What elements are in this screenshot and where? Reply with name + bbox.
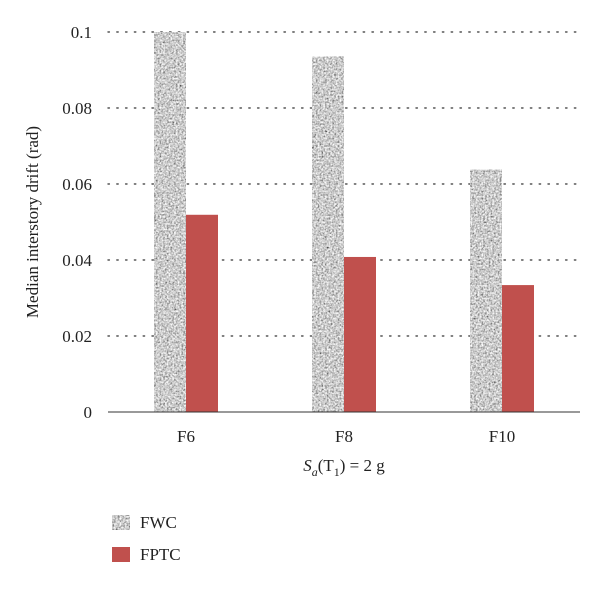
- x-tick-label: F6: [177, 427, 195, 446]
- legend-label-fwc: FWC: [140, 513, 177, 532]
- legend-swatch-fptc: [112, 547, 130, 562]
- x-label-rest: ) = 2 g: [340, 456, 385, 475]
- y-tick-label: 0.08: [62, 99, 92, 118]
- x-axis-label: Sa(T1) = 2 g: [303, 456, 385, 479]
- x-tick-label: F8: [335, 427, 353, 446]
- tick-labels: 0 0.02 0.04 0.06 0.08 0.1 F6 F8 F10: [62, 23, 515, 446]
- bar-fptc-f10: [502, 285, 534, 412]
- bar-fwc-f8: [312, 56, 344, 412]
- y-tick-label: 0.02: [62, 327, 92, 346]
- bar-fwc-f6: [154, 32, 186, 412]
- x-label-var: S: [303, 456, 312, 475]
- x-label-open: (T: [318, 456, 335, 475]
- x-tick-label: F10: [489, 427, 515, 446]
- y-axis-label: Median interstory drift (rad): [23, 126, 42, 318]
- legend: FWC FPTC: [112, 513, 181, 564]
- bar-fptc-f8: [344, 256, 376, 412]
- y-tick-label: 0.06: [62, 175, 92, 194]
- bar-fwc-f10: [470, 169, 502, 412]
- y-tick-label: 0.1: [71, 23, 92, 42]
- y-tick-label: 0: [84, 403, 93, 422]
- y-tick-label: 0.04: [62, 251, 92, 270]
- axes: Median interstory drift (rad) Sa(T1) = 2…: [23, 126, 580, 479]
- legend-swatch-fwc: [112, 515, 130, 530]
- x-label-sub: a: [312, 465, 318, 479]
- x-label-t-sub: 1: [334, 465, 340, 479]
- bars: [154, 32, 534, 412]
- legend-label-fptc: FPTC: [140, 545, 181, 564]
- bar-fptc-f6: [186, 214, 218, 412]
